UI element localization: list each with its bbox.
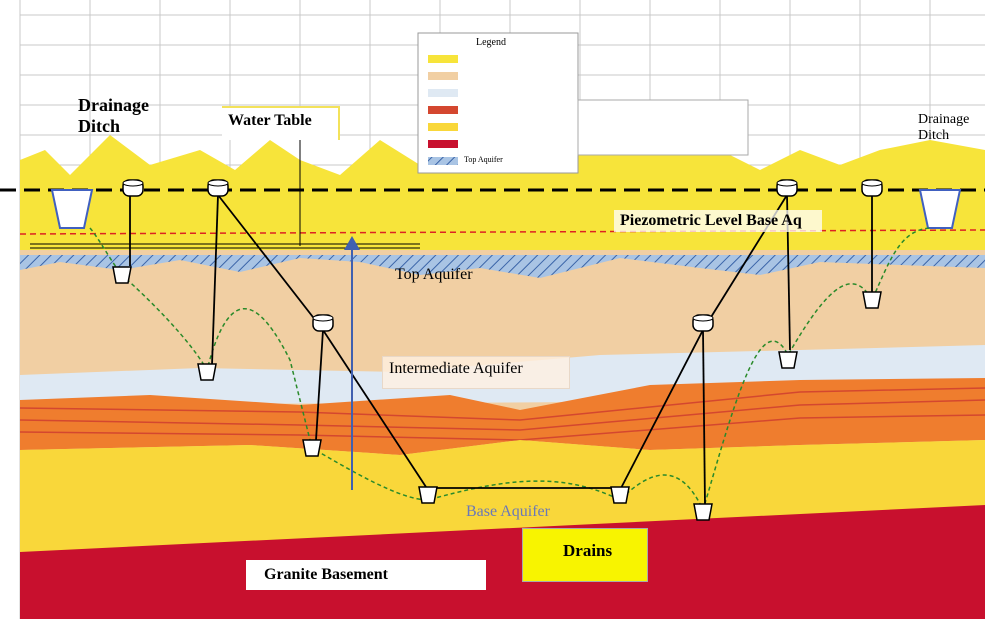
right-ditch <box>918 189 962 229</box>
drain-cup <box>302 439 322 457</box>
label: Drainage Ditch <box>78 95 149 136</box>
legend-label: Top Aquifer <box>464 155 503 164</box>
left-ditch <box>50 189 94 229</box>
drains <box>112 179 883 521</box>
well-top <box>861 179 883 187</box>
base-sand <box>20 440 985 555</box>
label: Piezometric Level Base Aq <box>614 210 822 233</box>
drain-cup <box>693 503 713 521</box>
well-top <box>776 179 798 187</box>
drain-cup <box>197 363 217 381</box>
label: Top Aquifer <box>395 266 473 283</box>
well-top <box>207 179 229 187</box>
title-block <box>577 99 749 156</box>
label: Water Table <box>222 106 340 141</box>
drain-cup <box>778 351 798 369</box>
hatched-top-aquifer <box>20 255 985 278</box>
legend-box <box>417 32 579 174</box>
well-top <box>692 314 714 322</box>
piezometric-line <box>19 229 985 235</box>
label: Base Aquifer <box>466 503 550 520</box>
label: Drainage Ditch <box>918 112 970 144</box>
granite <box>20 505 985 619</box>
arrow-head <box>344 236 360 250</box>
drain-cup <box>418 486 438 504</box>
label: Intermediate Aquifer <box>382 356 570 390</box>
drain-cup <box>610 486 630 504</box>
drain-cup <box>112 266 132 284</box>
well-top <box>312 314 334 322</box>
drain-cup <box>862 291 882 309</box>
legend-swatches <box>428 55 458 165</box>
label: Granite Basement <box>246 560 486 591</box>
legend-title: Legend <box>476 37 506 48</box>
well-top <box>122 179 144 187</box>
label: Drains <box>522 528 648 582</box>
